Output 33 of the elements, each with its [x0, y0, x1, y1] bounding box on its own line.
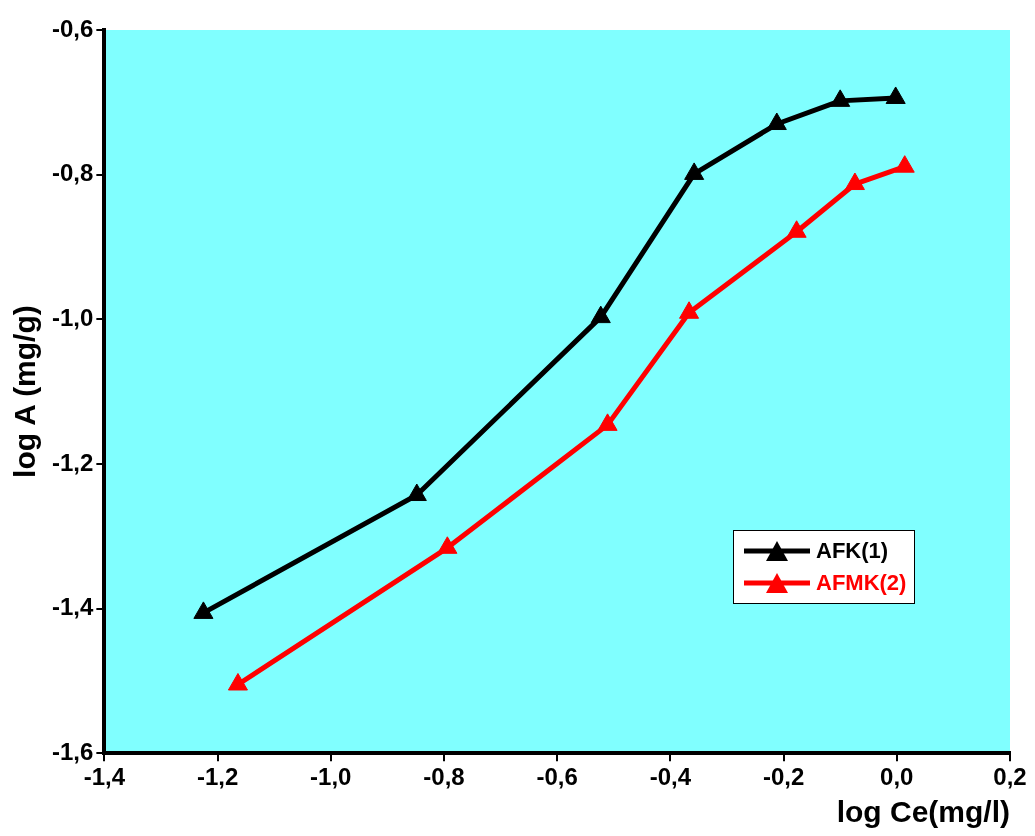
x-tick-label: -1,0	[310, 763, 352, 791]
point	[590, 305, 611, 324]
y-tick-label: -1,6	[52, 737, 94, 765]
point	[894, 155, 915, 173]
y-axis-title: log A (mg/g)	[8, 305, 42, 478]
point	[684, 162, 705, 180]
x-tick-label: 0,0	[880, 763, 914, 791]
legend-label: AFMK(2)	[816, 569, 907, 596]
x-tick-label: -0,6	[536, 763, 578, 791]
point	[679, 301, 700, 319]
point	[786, 220, 807, 238]
point	[885, 86, 906, 104]
x-tick-label: -0,2	[762, 763, 805, 791]
point	[766, 112, 787, 131]
point	[227, 673, 248, 691]
point	[193, 601, 214, 619]
x-tick-label: -1,2	[196, 763, 239, 791]
y-tick-label: -0,8	[52, 159, 94, 187]
x-tick-label: -0,8	[423, 763, 465, 791]
y-tick-label: -1,4	[52, 593, 94, 621]
x-tick-label: -1,4	[83, 763, 126, 791]
y-tick-label: -1,2	[52, 448, 94, 476]
point	[437, 536, 458, 554]
point	[406, 483, 427, 502]
x-axis-title: log Ce(mg/l)	[836, 795, 1010, 829]
point	[844, 172, 865, 191]
y-tick-label: -0,6	[52, 14, 94, 42]
point	[597, 413, 618, 431]
y-tick-label: -1,0	[52, 303, 94, 331]
x-tick-label: 0,2	[993, 763, 1027, 791]
legend-label: AFK(1)	[816, 537, 889, 564]
x-tick-label: -0,4	[649, 763, 692, 791]
point	[830, 89, 851, 107]
